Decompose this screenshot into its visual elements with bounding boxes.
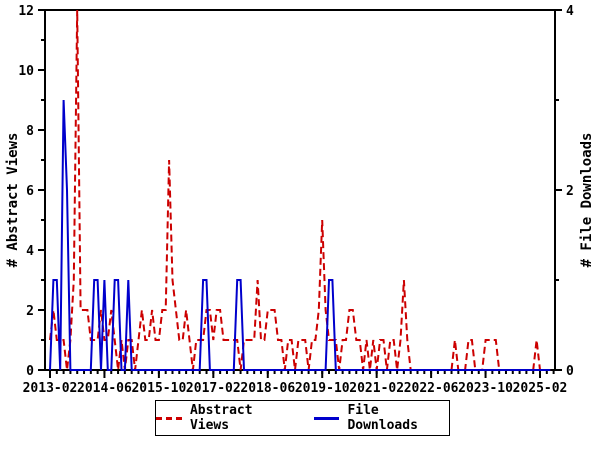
tick-label: 2023-10 xyxy=(458,381,513,396)
left-axis-title: # Abstract Views xyxy=(5,132,21,268)
tick-label: 4 xyxy=(26,244,34,259)
file-downloads-line-sample-icon xyxy=(313,416,340,420)
tick-label: 10 xyxy=(18,64,34,79)
tick-label: 8 xyxy=(26,124,34,139)
tick-label: 2 xyxy=(26,304,34,319)
legend-label-abstract-views: Abstract Views xyxy=(189,403,253,433)
tick-label: 6 xyxy=(26,184,34,199)
tick-label: 2025-02 xyxy=(513,381,568,396)
tick-label: 12 xyxy=(18,4,34,19)
legend-item-file-downloads: File Downloads xyxy=(313,403,450,433)
tick-label: 2014-06 xyxy=(77,381,132,396)
tick-label: 2017-02 xyxy=(186,381,241,396)
tick-label: 2022-06 xyxy=(404,381,459,396)
legend-box: Abstract Views File Downloads xyxy=(155,400,450,436)
tick-label: 0 xyxy=(26,364,34,379)
series-line-abstract-views xyxy=(49,9,551,371)
tick-label: 2 xyxy=(566,184,574,199)
right-axis-title: # File Downloads xyxy=(579,132,595,268)
tick-label: 0 xyxy=(566,364,574,379)
tick-label: 4 xyxy=(566,4,574,19)
legend-label-file-downloads: File Downloads xyxy=(347,403,418,433)
tick-label: 2015-10 xyxy=(131,381,186,396)
tick-label: 2013-02 xyxy=(23,381,78,396)
series-line-file-downloads xyxy=(49,99,551,371)
tick-label: 2021-02 xyxy=(349,381,404,396)
legend-item-abstract-views: Abstract Views xyxy=(156,403,292,433)
tick-label: 2019-10 xyxy=(295,381,350,396)
tick-label: 2018-06 xyxy=(240,381,295,396)
abstract-views-line-sample-icon xyxy=(156,416,182,420)
